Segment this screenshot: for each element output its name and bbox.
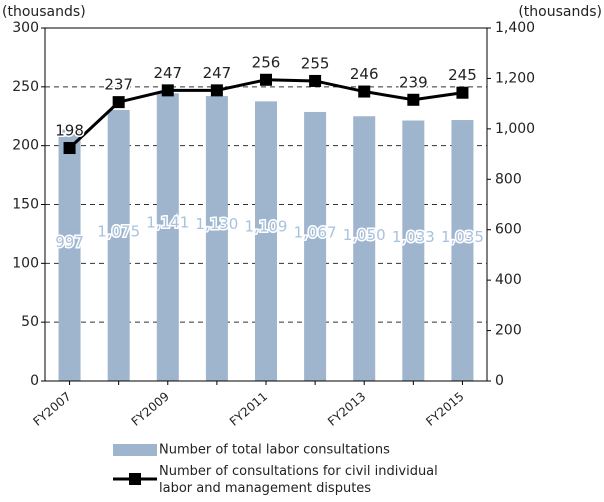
y-tick-label: 250	[12, 79, 39, 95]
bar-value-label: 1,067	[294, 224, 337, 242]
bar	[304, 111, 327, 382]
line-value-label: 247	[153, 64, 182, 82]
bar-value-label: 1,130	[195, 215, 238, 233]
line-value-label: 237	[104, 76, 133, 94]
line-marker	[63, 142, 76, 155]
y2-tick-label: 400	[495, 272, 522, 288]
bar-value-label: 1,050	[343, 226, 386, 244]
bar	[402, 120, 425, 381]
y2-tick-label: 600	[495, 222, 522, 238]
x-tick-label: FY2009	[129, 389, 172, 429]
line-marker	[358, 85, 371, 98]
legend-label: Number of total labor consultations	[159, 443, 390, 458]
bar	[156, 93, 179, 382]
y2-axis-label: (thousands)	[518, 4, 602, 20]
y-axis-label: (thousands)	[2, 4, 86, 20]
bar	[255, 101, 277, 382]
y2-tick-label: 200	[495, 323, 522, 339]
bar	[205, 96, 228, 381]
y-tick-label: 150	[12, 197, 39, 213]
line-marker	[112, 96, 125, 109]
line-marker	[456, 86, 469, 99]
bar-layer	[58, 93, 474, 382]
line-value-label: 255	[301, 54, 330, 72]
line-marker	[260, 73, 272, 86]
bar	[107, 109, 130, 382]
bar	[353, 116, 376, 381]
bar-value-label: 1,075	[97, 222, 140, 240]
y-tick-label: 200	[12, 138, 39, 154]
y-tick-label: 300	[12, 20, 39, 36]
bar-value-label: 1,141	[146, 213, 189, 231]
legend-swatch	[113, 444, 157, 456]
y2-tick-label: 800	[495, 171, 522, 187]
x-tick-label: FY2013	[325, 389, 368, 429]
bar	[451, 120, 474, 382]
x-tick-label: FY2007	[30, 389, 73, 429]
bar-value-label: 1,033	[392, 228, 435, 246]
x-tick-label: FY2011	[227, 389, 270, 429]
legend-label: Number of consultations for civil indivi…	[159, 464, 438, 496]
bar-value-label: 1,035	[441, 228, 484, 246]
y2-tick-label: 1,200	[495, 70, 535, 86]
y2-tick-label: 1,400	[495, 20, 535, 36]
line-value-label: 239	[399, 73, 428, 91]
bar-value-label: 1,109	[245, 218, 288, 236]
label-layer: 997 1,075 1,141 1,130 1,109 1,067 1,050 1,033 1,…	[54, 212, 486, 253]
y2-tick-label: 0	[495, 373, 504, 389]
line-value-label: 247	[203, 64, 232, 82]
line-marker	[309, 74, 322, 87]
line-marker	[407, 93, 420, 106]
line-value-label: 246	[350, 65, 379, 83]
line-value-label: 198	[55, 122, 84, 140]
plot-frame	[44, 27, 488, 382]
y-tick-label: 100	[12, 255, 39, 271]
y-tick-label: 50	[21, 314, 39, 330]
y-tick-label: 0	[30, 373, 39, 389]
bar-value-label: 997	[55, 233, 84, 251]
line-marker	[210, 84, 223, 97]
legend-marker	[129, 473, 141, 485]
bar	[58, 129, 81, 381]
line-value-label: 245	[448, 66, 477, 84]
line-marker	[161, 84, 174, 97]
y2-tick-label: 1,000	[495, 121, 535, 137]
line-value-label: 256	[252, 53, 281, 71]
x-tick-label: FY2015	[423, 389, 466, 429]
